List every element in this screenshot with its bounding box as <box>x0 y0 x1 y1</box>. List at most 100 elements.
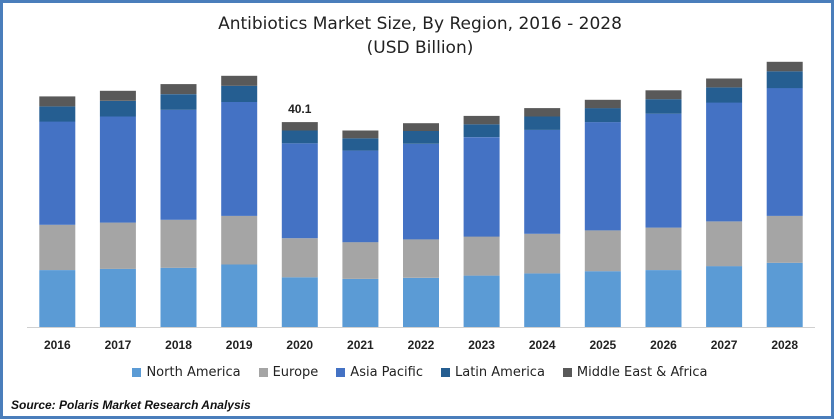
bar-2018-north-america <box>160 267 197 327</box>
bar-2020-middle-east-africa <box>281 122 318 131</box>
x-tick-label-2021: 2021 <box>347 338 374 352</box>
legend-label-europe: Europe <box>272 365 319 380</box>
bar-2027-latin-america <box>706 87 743 103</box>
bar-2023-north-america <box>463 275 500 327</box>
bar-2023-europe <box>463 236 500 276</box>
bar-2022-europe <box>403 239 439 278</box>
bar-2021-europe <box>342 242 379 279</box>
bar-2028-middle-east-africa <box>766 61 803 72</box>
bar-2018-middle-east-africa <box>160 84 197 95</box>
x-tick-label-2028: 2028 <box>771 338 798 352</box>
legend-item-asia-pacific: Asia Pacific <box>336 365 423 380</box>
bar-2027-north-america <box>706 266 743 327</box>
bar-2019-asia-pacific <box>221 102 258 216</box>
bar-2026-asia-pacific <box>645 113 682 228</box>
bar-2019-latin-america <box>221 85 258 102</box>
bar-2026-north-america <box>645 270 682 327</box>
bar-2026-europe <box>645 227 682 270</box>
bar-2021-latin-america <box>342 138 379 151</box>
bar-2020-latin-america <box>281 130 318 144</box>
bar-2025-europe <box>584 230 621 272</box>
x-tick-label-2025: 2025 <box>589 338 616 352</box>
chart-legend: North America Europe Asia Pacific Latin … <box>3 365 834 380</box>
bar-2028-europe <box>766 215 803 263</box>
bar-2018-asia-pacific <box>160 109 197 220</box>
legend-item-europe: Europe <box>258 365 319 380</box>
bar-2022-north-america <box>403 277 439 327</box>
legend-label-asia-pacific: Asia Pacific <box>350 365 423 380</box>
bar-2022-asia-pacific <box>403 143 439 240</box>
bar-2016-middle-east-africa <box>39 96 76 107</box>
bar-2024-latin-america <box>524 116 561 130</box>
legend-item-middle-east-africa: Middle East & Africa <box>562 365 708 380</box>
legend-swatch-europe <box>258 368 268 377</box>
bar-2023-middle-east-africa <box>463 115 500 125</box>
bar-2019-middle-east-africa <box>221 75 258 86</box>
bar-2025-latin-america <box>584 108 621 123</box>
legend-swatch-north-america <box>132 368 142 377</box>
bar-2018-latin-america <box>160 94 197 110</box>
chart-subtitle: (USD Billion) <box>366 38 474 58</box>
legend-swatch-latin-america <box>441 368 450 377</box>
bar-2020-europe <box>281 238 318 278</box>
bar-2019-europe <box>221 215 258 265</box>
bar-2020-north-america <box>281 277 318 327</box>
bar-2024-middle-east-africa <box>524 108 561 117</box>
bar-2016-north-america <box>39 270 76 327</box>
bar-2022-middle-east-africa <box>403 123 439 131</box>
bar-2028-asia-pacific <box>766 88 803 216</box>
bar-2021-north-america <box>342 279 379 327</box>
stacked-bar-chart: 2016 2017 2018 2019 40.1 2020 2021 2022 2023 2024… <box>27 61 815 352</box>
bar-2017-europe <box>99 222 136 269</box>
x-tick-label-2017: 2017 <box>105 338 132 352</box>
x-tick-label-2016: 2016 <box>44 338 71 352</box>
bar-2023-asia-pacific <box>463 137 500 237</box>
bar-2016-asia-pacific <box>39 121 76 225</box>
legend-label-north-america: North America <box>146 365 241 380</box>
legend-swatch-asia-pacific <box>336 368 346 377</box>
bar-2024-asia-pacific <box>524 129 561 234</box>
legend-item-north-america: North America <box>132 365 241 380</box>
legend-label-middle-east-africa: Middle East & Africa <box>576 365 708 380</box>
bar-2027-asia-pacific <box>706 102 743 222</box>
x-tick-label-2020: 2020 <box>286 338 313 352</box>
bar-2027-middle-east-africa <box>706 78 743 88</box>
x-tick-label-2022: 2022 <box>408 338 435 352</box>
source-note: Source: Polaris Market Research Analysis <box>11 398 251 412</box>
bar-2016-latin-america <box>39 106 76 122</box>
x-tick-label-2023: 2023 <box>468 338 495 352</box>
bar-2024-europe <box>524 233 561 274</box>
bar-2022-latin-america <box>403 131 439 144</box>
x-tick-label-2024: 2024 <box>529 338 556 352</box>
x-tick-label-2019: 2019 <box>226 338 253 352</box>
legend-item-latin-america: Latin America <box>441 365 545 380</box>
data-label-2020: 40.1 <box>288 102 312 116</box>
bar-2026-latin-america <box>645 99 682 114</box>
bar-2017-north-america <box>99 268 136 327</box>
bar-2028-latin-america <box>766 71 803 89</box>
bar-2028-north-america <box>766 262 803 327</box>
bar-2025-asia-pacific <box>584 122 621 231</box>
bar-2020-asia-pacific <box>281 143 318 239</box>
bar-2023-latin-america <box>463 124 500 138</box>
x-tick-label-2018: 2018 <box>165 338 192 352</box>
bar-2017-latin-america <box>99 100 136 117</box>
bar-2021-asia-pacific <box>342 150 379 243</box>
x-tick-label-2026: 2026 <box>650 338 677 352</box>
x-tick-label-2027: 2027 <box>711 338 738 352</box>
bar-2016-europe <box>39 224 76 270</box>
legend-swatch-middle-east-africa <box>562 368 572 377</box>
bar-2017-middle-east-africa <box>99 90 136 101</box>
bar-2024-north-america <box>524 273 561 327</box>
bar-2017-asia-pacific <box>99 116 136 223</box>
bar-2025-middle-east-africa <box>584 99 621 109</box>
bar-2021-middle-east-africa <box>342 130 379 139</box>
bar-2027-europe <box>706 221 743 267</box>
bar-2025-north-america <box>584 271 621 327</box>
bar-2026-middle-east-africa <box>645 90 682 100</box>
chart-title: Antibiotics Market Size, By Region, 2016… <box>218 14 622 34</box>
bar-2019-north-america <box>221 264 258 327</box>
legend-label-latin-america: Latin America <box>455 365 545 380</box>
bar-2018-europe <box>160 219 197 268</box>
